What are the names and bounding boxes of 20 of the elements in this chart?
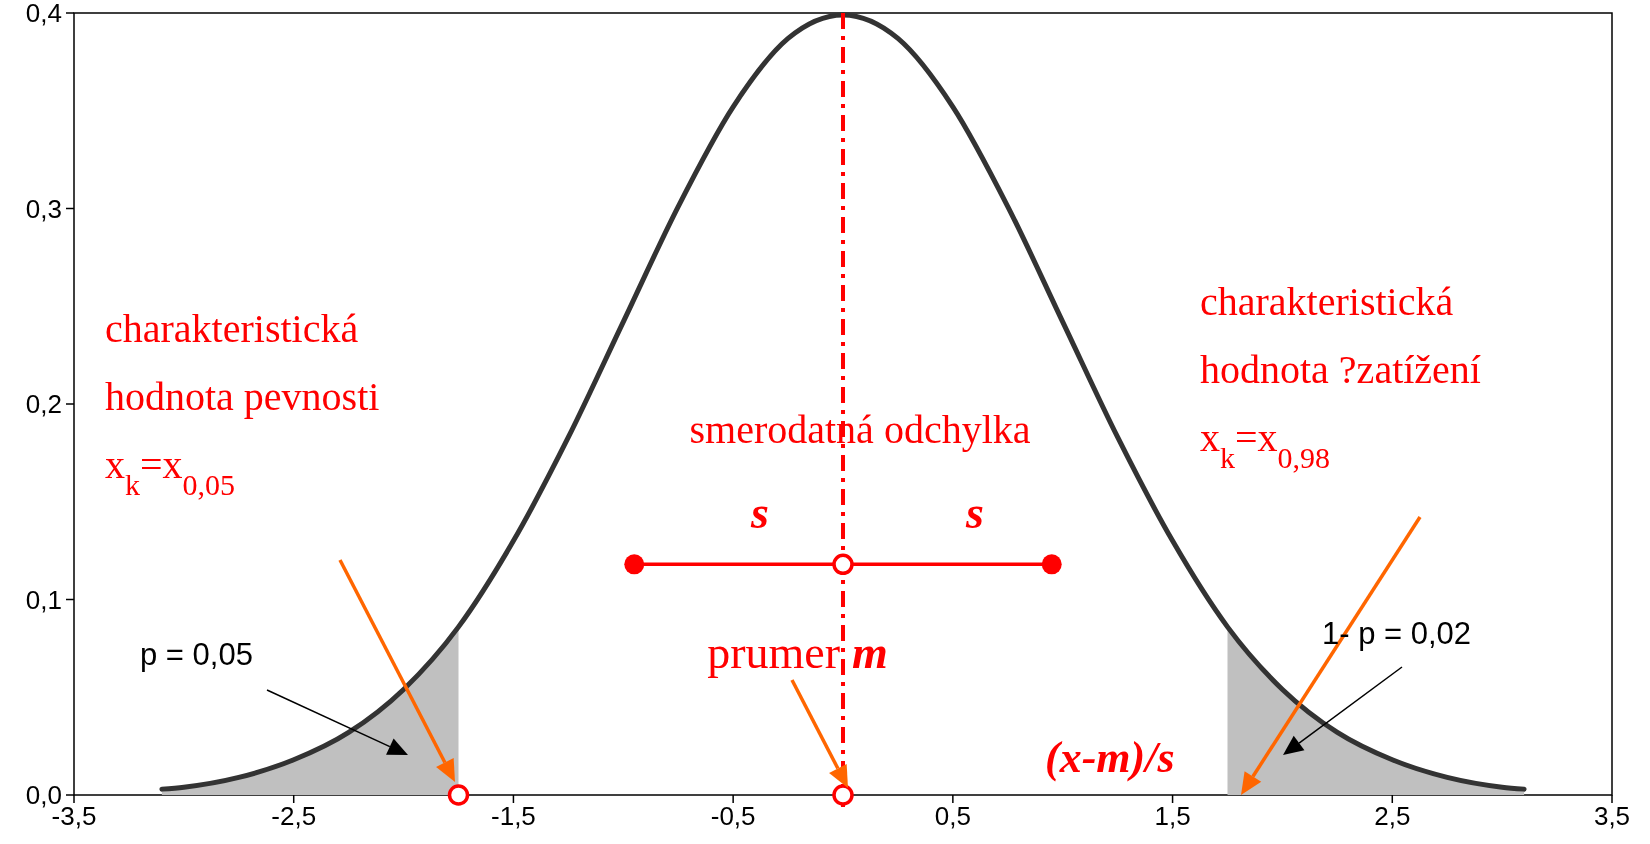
x-tick-label: 1,5: [1154, 801, 1191, 831]
y-tick-label: 0,4: [25, 0, 62, 29]
y-tick-label: 0,2: [25, 389, 62, 420]
annotation: charakteristická hodnota pevnosti x$_{k}$=x$_{0,05}$: [105, 306, 380, 501]
annotation: m: [852, 627, 888, 678]
annotation: charakteristická hodnota ?zatížení x$_{k}$=x$_{0,98}$: [1200, 279, 1481, 474]
annotation: s: [965, 487, 984, 538]
y-tick-label: 0,1: [25, 584, 62, 615]
x-tick-label: -0,5: [710, 801, 756, 831]
annotation: s: [750, 487, 769, 538]
x-tick-label: 0,5: [934, 801, 971, 831]
annotation: prumer: [707, 627, 840, 678]
annotation: p = 0,05: [140, 637, 253, 672]
x-tick-label: -2,5: [271, 801, 317, 831]
annotation: smerodatná odchylka: [689, 407, 1031, 452]
annotation: (x-m)/s: [1045, 733, 1175, 782]
x-tick-label: 3,5: [1593, 801, 1631, 831]
x-tick-label: 2,5: [1374, 801, 1411, 831]
x-tick-label: -1,5: [491, 801, 536, 831]
y-tick-label: 0,3: [25, 193, 62, 224]
